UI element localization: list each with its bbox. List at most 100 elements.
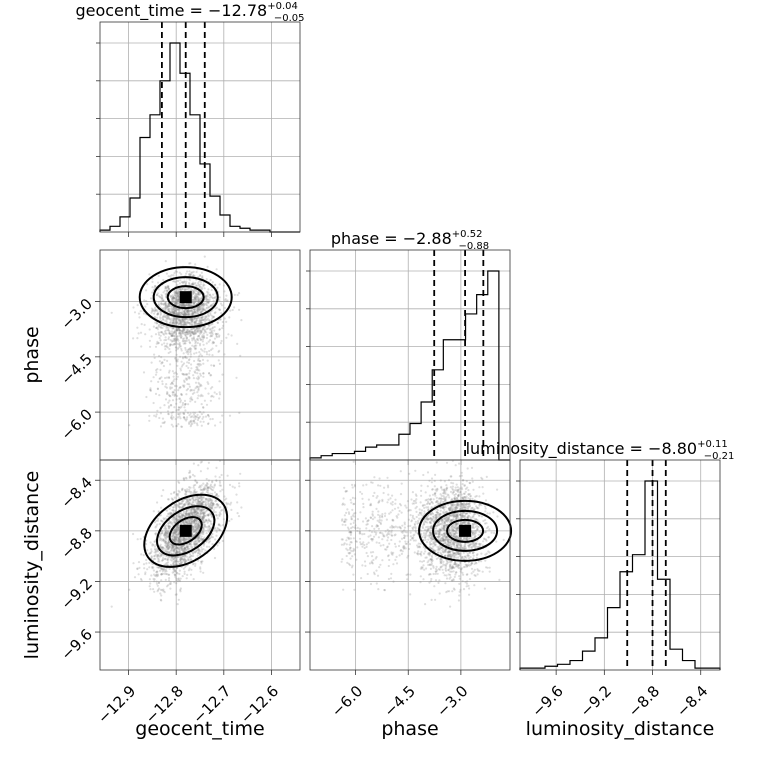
sample-point	[187, 309, 190, 312]
sample-point	[174, 300, 177, 303]
sample-point	[191, 319, 194, 322]
sample-point	[175, 398, 178, 401]
sample-point	[179, 334, 182, 337]
sample-point	[159, 545, 162, 548]
sample-point	[195, 311, 198, 315]
sample-point	[195, 503, 198, 506]
sample-point	[197, 388, 200, 391]
sample-point	[215, 334, 218, 338]
sample-point	[167, 285, 170, 288]
sample-point	[215, 333, 218, 336]
sample-point	[172, 308, 175, 312]
sample-point	[184, 409, 187, 412]
sample-point	[202, 508, 205, 512]
sample-point	[209, 313, 212, 316]
sample-point	[207, 491, 210, 494]
sample-point	[193, 323, 196, 326]
sample-point	[193, 521, 196, 524]
sample-point	[194, 329, 197, 332]
sample-point	[170, 423, 173, 426]
sample-point	[192, 525, 195, 529]
sample-point	[164, 314, 167, 317]
sample-point	[186, 309, 190, 312]
sample-point	[197, 500, 200, 503]
sample-point	[224, 298, 227, 301]
sample-point	[197, 359, 200, 362]
sample-point	[192, 337, 195, 340]
sample-point	[177, 550, 180, 553]
sample-point	[212, 293, 215, 296]
sample-point	[195, 297, 198, 300]
sample-point	[200, 546, 203, 549]
sample-point	[202, 306, 205, 310]
sample-point	[223, 498, 226, 501]
sample-point	[146, 568, 149, 571]
sample-point	[214, 475, 217, 478]
sample-point	[174, 337, 177, 340]
sample-point	[189, 412, 192, 415]
sample-point	[204, 525, 207, 528]
sample-point	[198, 285, 201, 289]
sample-point	[171, 311, 174, 314]
sample-point	[176, 347, 179, 351]
sample-point	[213, 302, 216, 305]
sample-point	[163, 333, 166, 336]
sample-point	[172, 338, 175, 341]
sample-point	[237, 292, 241, 295]
sample-point	[194, 297, 197, 301]
sample-point	[174, 318, 177, 321]
sample-point	[196, 514, 199, 517]
sample-point	[148, 339, 151, 342]
sample-point	[189, 400, 192, 403]
sample-point	[167, 544, 170, 547]
sample-point	[202, 362, 205, 365]
sample-point	[184, 314, 187, 317]
sample-point	[466, 486, 469, 489]
sample-point	[172, 320, 175, 323]
sample-point	[172, 296, 175, 299]
sample-point	[194, 371, 197, 374]
sample-point	[181, 363, 184, 366]
sample-point	[226, 299, 229, 302]
sample-point	[156, 553, 160, 556]
sample-point	[193, 522, 196, 525]
sample-point	[178, 569, 181, 572]
sample-point	[159, 538, 162, 541]
sample-point	[164, 307, 167, 310]
sample-point	[179, 558, 182, 562]
sample-point	[201, 307, 204, 310]
sample-point	[149, 345, 152, 348]
sample-point	[211, 543, 214, 546]
sample-point	[198, 320, 201, 323]
sample-point	[202, 500, 205, 503]
sample-point	[199, 329, 202, 332]
sample-point	[181, 320, 184, 323]
sample-point	[193, 307, 196, 310]
sample-point	[181, 287, 184, 290]
sample-point	[152, 588, 155, 591]
sample-point	[170, 330, 174, 333]
sample-point	[207, 301, 210, 304]
sample-point	[191, 332, 194, 335]
sample-point	[207, 479, 210, 482]
sample-point	[188, 332, 191, 335]
sample-point	[189, 486, 192, 489]
sample-point	[219, 318, 222, 321]
sample-point	[207, 518, 210, 521]
sample-point	[164, 302, 167, 305]
sample-point	[195, 544, 198, 547]
sample-point	[173, 389, 176, 392]
sample-point	[216, 321, 220, 324]
sample-point	[173, 311, 176, 314]
sample-point	[192, 313, 195, 316]
sample-point	[170, 417, 173, 420]
sample-point	[177, 293, 180, 296]
sample-point	[175, 329, 178, 332]
sample-point	[192, 308, 196, 311]
sample-point	[194, 348, 197, 351]
sample-point	[197, 549, 200, 553]
sample-point	[170, 305, 173, 308]
sample-point	[183, 547, 186, 550]
sample-point	[198, 329, 202, 332]
sample-point	[177, 598, 180, 601]
